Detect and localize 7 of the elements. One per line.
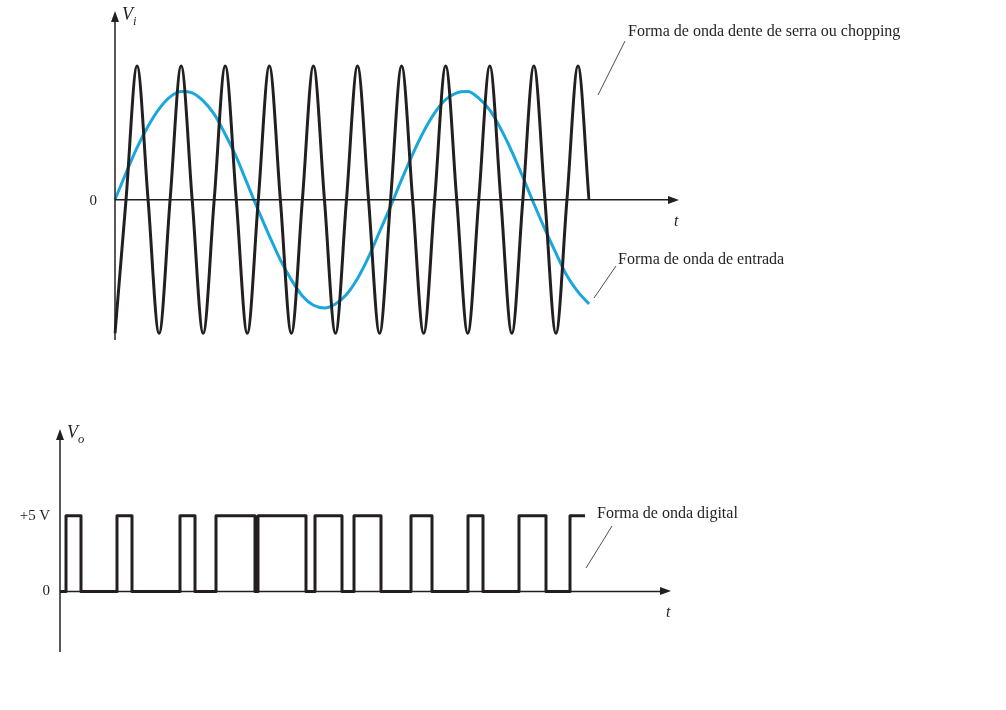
text: 0 [89, 191, 97, 208]
x-axis-title: t [674, 211, 679, 229]
text: Forma de onda de entrada [618, 250, 785, 267]
y-tick-label: +5 V [19, 506, 51, 523]
x-axis-title: t [666, 603, 671, 621]
series-label: Forma de onda digital [597, 504, 739, 522]
text: Forma de onda dente de serra ou chopping [628, 22, 901, 40]
